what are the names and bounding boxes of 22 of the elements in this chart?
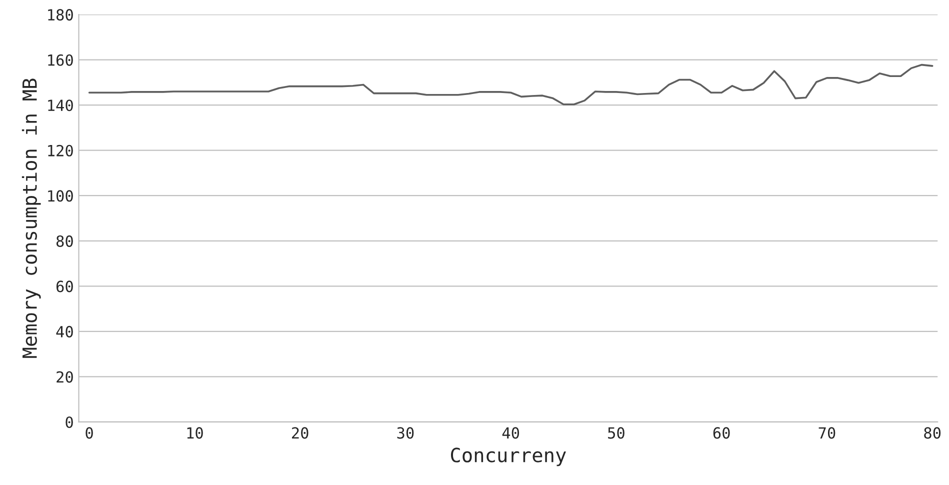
y-tick-label: 80: [56, 235, 73, 247]
y-tick-label: 120: [48, 144, 73, 156]
x-tick-label: 30: [397, 427, 414, 439]
y-tick-label: 20: [56, 371, 73, 383]
y-tick-label: 180: [48, 9, 73, 21]
y-tick-label: 100: [48, 190, 73, 202]
y-tick-label: 40: [56, 326, 73, 338]
x-tick-label: 80: [924, 427, 941, 439]
y-tick-label: 160: [48, 54, 73, 66]
x-tick-label: 60: [713, 427, 730, 439]
x-tick-label: 40: [502, 427, 520, 439]
line-series: [88, 64, 934, 106]
x-axis-title: Concurreny: [450, 448, 566, 466]
x-tick-label: 0: [86, 427, 93, 439]
y-tick-label: 140: [48, 100, 73, 112]
y-axis-title: Memory consumption in MB: [22, 78, 41, 358]
x-tick-label: 10: [187, 427, 203, 439]
x-tick-label: 50: [608, 427, 624, 439]
x-tick-label: 70: [818, 427, 836, 439]
y-tick-label: 60: [56, 280, 73, 292]
x-tick-label: 20: [292, 427, 308, 439]
y-tick-label: 0: [66, 416, 73, 428]
